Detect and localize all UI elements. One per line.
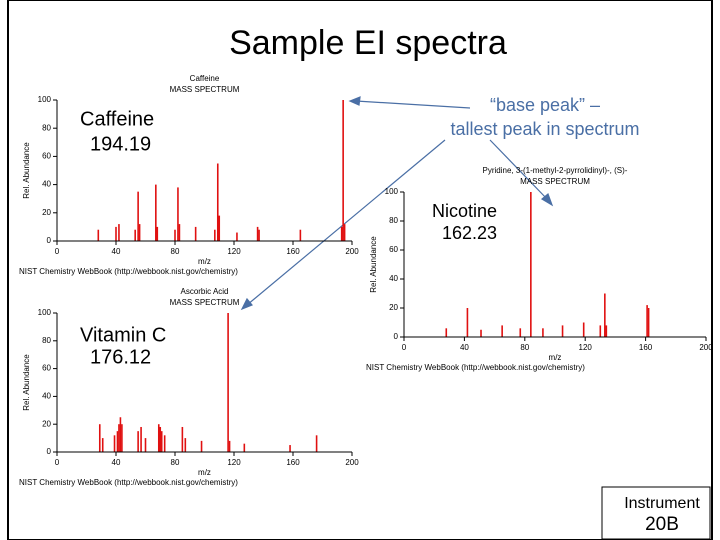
axes bbox=[56, 313, 352, 453]
x-axis-label: m/z bbox=[549, 353, 562, 362]
source-note: NIST Chemistry WebBook (http://webbook.n… bbox=[19, 478, 238, 487]
source-note: NIST Chemistry WebBook (http://webbook.n… bbox=[19, 267, 238, 276]
axes bbox=[56, 100, 352, 242]
x-tick-label: 200 bbox=[345, 458, 359, 467]
x-tick-label: 120 bbox=[227, 247, 241, 256]
y-tick-label: 20 bbox=[42, 208, 51, 217]
slide-title: Sample EI spectra bbox=[229, 24, 507, 62]
chart-annotation: 162.23 bbox=[442, 223, 497, 243]
y-tick-label: 0 bbox=[47, 236, 52, 245]
y-tick-label: 80 bbox=[42, 336, 51, 345]
x-tick-label: 0 bbox=[55, 247, 60, 256]
badge-text: Instrument bbox=[624, 495, 700, 512]
y-tick-label: 20 bbox=[42, 419, 51, 428]
x-tick-label: 120 bbox=[227, 458, 241, 467]
x-tick-label: 80 bbox=[520, 343, 529, 352]
y-tick-label: 60 bbox=[42, 152, 51, 161]
y-axis-label: Rel. Abundance bbox=[369, 236, 378, 293]
y-axis-label: Rel. Abundance bbox=[22, 354, 31, 411]
x-tick-label: 160 bbox=[639, 343, 653, 352]
axes bbox=[403, 192, 706, 338]
y-tick-label: 40 bbox=[42, 392, 51, 401]
chart-annotation: Caffeine bbox=[80, 108, 154, 130]
x-tick-label: 160 bbox=[286, 247, 300, 256]
x-tick-label: 120 bbox=[579, 343, 593, 352]
source-note: NIST Chemistry WebBook (http://webbook.n… bbox=[366, 363, 585, 372]
y-axis-label: Rel. Abundance bbox=[22, 142, 31, 199]
chart-title: Ascorbic Acid bbox=[180, 287, 228, 296]
badge-box bbox=[601, 486, 711, 540]
x-tick-label: 80 bbox=[171, 247, 180, 256]
chart-title: Caffeine bbox=[190, 74, 220, 83]
chart-title: Pyridine, 3-(1-methyl-2-pyrrolidinyl)-, … bbox=[483, 166, 628, 175]
x-tick-label: 40 bbox=[460, 343, 469, 352]
y-tick-label: 40 bbox=[389, 274, 398, 283]
slide-frame bbox=[7, 0, 713, 540]
x-tick-label: 0 bbox=[55, 458, 60, 467]
x-tick-label: 80 bbox=[171, 458, 180, 467]
x-tick-label: 0 bbox=[402, 343, 407, 352]
y-tick-label: 0 bbox=[47, 447, 52, 456]
chart-subtitle: MASS SPECTRUM bbox=[170, 85, 240, 94]
badge-text: 20B bbox=[645, 514, 679, 535]
x-tick-label: 200 bbox=[699, 343, 713, 352]
callout-line: tallest peak in spectrum bbox=[450, 119, 639, 139]
chart-subtitle: MASS SPECTRUM bbox=[170, 298, 240, 307]
x-tick-label: 40 bbox=[112, 247, 121, 256]
x-tick-label: 160 bbox=[286, 458, 300, 467]
chart-subtitle: MASS SPECTRUM bbox=[520, 177, 590, 186]
x-axis-label: m/z bbox=[198, 257, 211, 266]
y-tick-label: 100 bbox=[38, 308, 52, 317]
chart-annotation: 176.12 bbox=[90, 346, 151, 368]
y-tick-label: 20 bbox=[389, 303, 398, 312]
y-tick-label: 80 bbox=[389, 216, 398, 225]
chart-annotation: Vitamin C bbox=[80, 324, 166, 346]
callout-arrows bbox=[240, 96, 554, 311]
y-tick-label: 60 bbox=[42, 364, 51, 373]
chart-annotation: Nicotine bbox=[432, 201, 497, 221]
y-tick-label: 0 bbox=[394, 332, 399, 341]
chart-annotation: 194.19 bbox=[90, 133, 151, 155]
y-tick-label: 60 bbox=[389, 245, 398, 254]
callout-line: “base peak” – bbox=[490, 95, 600, 115]
y-tick-label: 40 bbox=[42, 180, 51, 189]
x-tick-label: 40 bbox=[112, 458, 121, 467]
x-axis-label: m/z bbox=[198, 468, 211, 477]
x-tick-label: 200 bbox=[345, 247, 359, 256]
y-tick-label: 80 bbox=[42, 123, 51, 132]
y-tick-label: 100 bbox=[385, 187, 399, 196]
y-tick-label: 100 bbox=[38, 95, 52, 104]
